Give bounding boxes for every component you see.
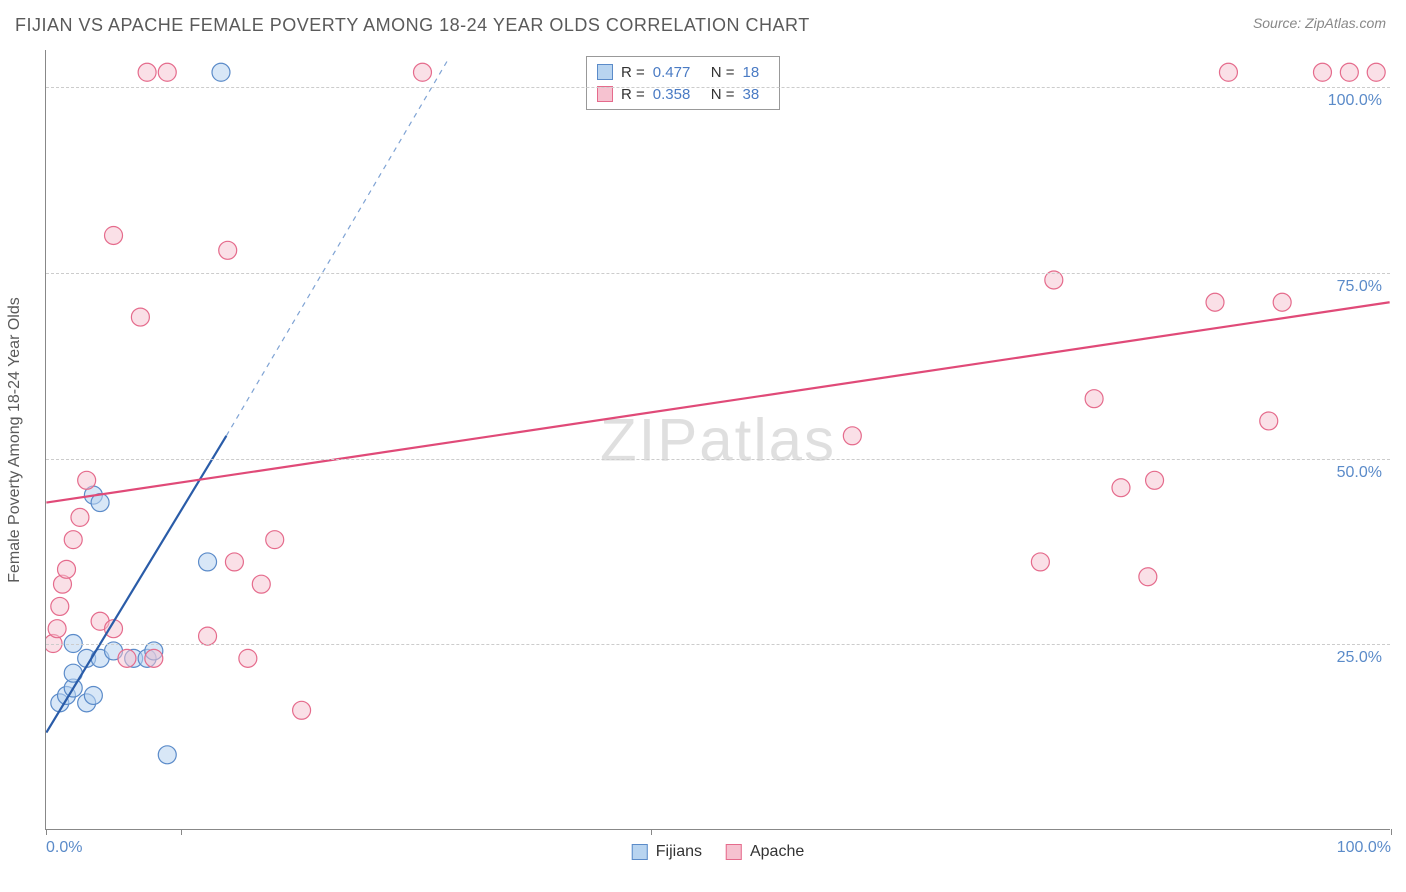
- scatter-point: [1313, 63, 1331, 81]
- scatter-point: [138, 649, 156, 667]
- watermark-text-a: ZIP: [600, 406, 699, 473]
- scatter-point: [1112, 479, 1130, 497]
- scatter-point: [84, 486, 102, 504]
- scatter-point: [64, 664, 82, 682]
- source-attribution: Source: ZipAtlas.com: [1253, 15, 1386, 31]
- scatter-point: [252, 575, 270, 593]
- watermark: ZIPatlas: [600, 405, 836, 474]
- scatter-point: [158, 746, 176, 764]
- scatter-point: [145, 649, 163, 667]
- legend-n-value: 18: [743, 64, 769, 81]
- scatter-point: [64, 531, 82, 549]
- trend-line: [46, 436, 226, 733]
- series-legend-item: Apache: [726, 843, 804, 861]
- scatter-point: [84, 686, 102, 704]
- scatter-point: [219, 241, 237, 259]
- chart-title: FIJIAN VS APACHE FEMALE POVERTY AMONG 18…: [15, 15, 810, 36]
- scatter-point: [118, 649, 136, 667]
- scatter-point: [91, 612, 109, 630]
- trend-line: [46, 302, 1389, 502]
- trend-line-dashed: [226, 57, 449, 435]
- scatter-point: [58, 686, 76, 704]
- scatter-point: [225, 553, 243, 571]
- y-tick-label: 100.0%: [1328, 92, 1382, 110]
- scatter-point: [78, 649, 96, 667]
- series-legend-label: Fijians: [656, 843, 702, 861]
- scatter-point: [239, 649, 257, 667]
- scatter-point: [78, 694, 96, 712]
- scatter-point: [1031, 553, 1049, 571]
- series-legend-item: Fijians: [632, 843, 702, 861]
- scatter-point: [1260, 412, 1278, 430]
- scatter-point: [413, 63, 431, 81]
- scatter-point: [158, 63, 176, 81]
- scatter-point: [293, 701, 311, 719]
- scatter-point: [51, 694, 69, 712]
- scatter-point: [58, 560, 76, 578]
- gridline-h: [46, 87, 1390, 88]
- y-tick-label: 25.0%: [1337, 649, 1382, 667]
- scatter-point: [125, 649, 143, 667]
- scatter-point: [199, 627, 217, 645]
- scatter-point: [1219, 63, 1237, 81]
- scatter-point: [91, 494, 109, 512]
- scatter-point: [64, 679, 82, 697]
- legend-r-label: R =: [621, 64, 645, 81]
- scatter-point: [53, 575, 71, 593]
- scatter-svg: [46, 50, 1390, 829]
- scatter-point: [48, 620, 66, 638]
- gridline-h: [46, 273, 1390, 274]
- scatter-point: [1367, 63, 1385, 81]
- scatter-point: [91, 649, 109, 667]
- scatter-point: [266, 531, 284, 549]
- scatter-point: [138, 63, 156, 81]
- x-tick-label: 100.0%: [1337, 839, 1391, 857]
- scatter-point: [1085, 390, 1103, 408]
- plot-area: ZIPatlas R =0.477N =18R =0.358N =38 Fiji…: [45, 50, 1390, 830]
- y-tick-label: 75.0%: [1337, 278, 1382, 296]
- scatter-point: [105, 620, 123, 638]
- y-axis-label: Female Poverty Among 18-24 Year Olds: [6, 297, 24, 583]
- series-legend-label: Apache: [750, 843, 804, 861]
- x-tick: [46, 829, 47, 835]
- legend-swatch: [726, 844, 742, 860]
- scatter-point: [212, 63, 230, 81]
- x-tick: [651, 829, 652, 835]
- series-legend: Fijians Apache: [632, 843, 805, 861]
- watermark-text-b: atlas: [699, 406, 836, 473]
- scatter-point: [78, 471, 96, 489]
- scatter-point: [843, 427, 861, 445]
- scatter-point: [1273, 293, 1291, 311]
- scatter-point: [105, 226, 123, 244]
- legend-swatch: [632, 844, 648, 860]
- correlation-legend: R =0.477N =18R =0.358N =38: [586, 56, 780, 110]
- x-tick-label: 0.0%: [46, 839, 82, 857]
- scatter-point: [1139, 568, 1157, 586]
- y-tick-label: 50.0%: [1337, 464, 1382, 482]
- legend-n-label: N =: [711, 64, 735, 81]
- scatter-point: [1146, 471, 1164, 489]
- x-tick: [1391, 829, 1392, 835]
- gridline-h: [46, 644, 1390, 645]
- scatter-point: [1340, 63, 1358, 81]
- scatter-point: [199, 553, 217, 571]
- legend-swatch: [597, 64, 613, 80]
- gridline-h: [46, 459, 1390, 460]
- plot-container: Female Poverty Among 18-24 Year Olds ZIP…: [45, 50, 1390, 830]
- title-bar: FIJIAN VS APACHE FEMALE POVERTY AMONG 18…: [0, 0, 1406, 36]
- scatter-point: [1206, 293, 1224, 311]
- legend-row: R = 0.477 N = 18: [597, 61, 769, 83]
- x-tick: [181, 829, 182, 835]
- legend-swatch: [597, 86, 613, 102]
- legend-r-value: 0.477: [653, 64, 703, 81]
- scatter-point: [131, 308, 149, 326]
- scatter-point: [71, 508, 89, 526]
- scatter-point: [51, 597, 69, 615]
